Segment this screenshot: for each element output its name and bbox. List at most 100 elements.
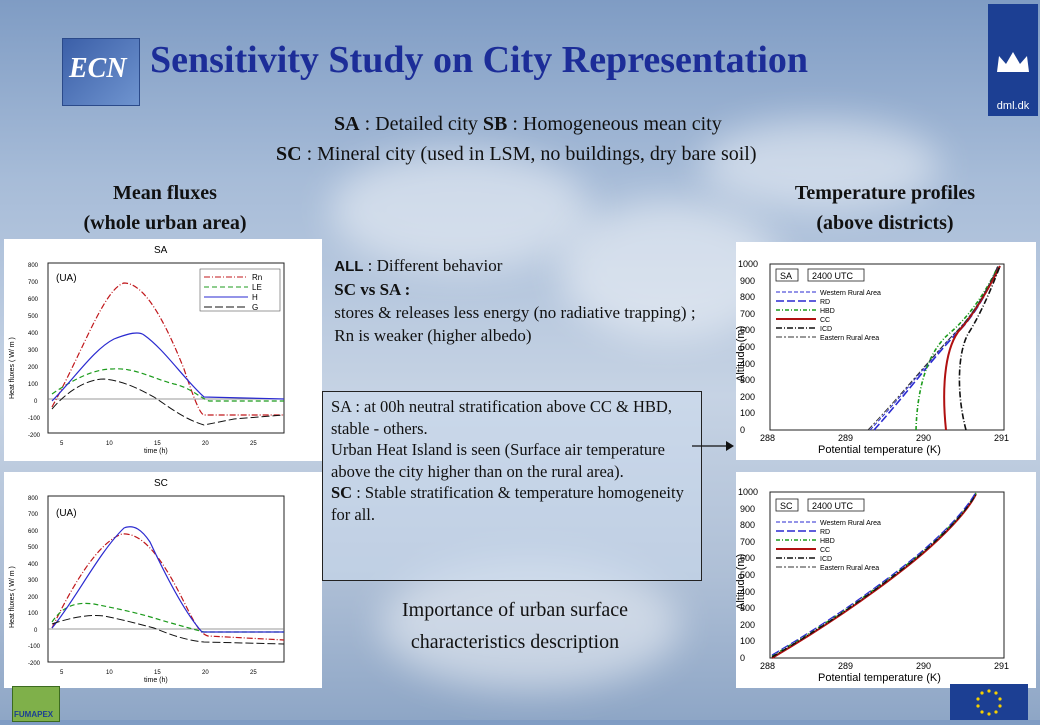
y-tick: 600 [740,325,755,335]
h-curve [51,526,284,633]
temp-chart-sa: 0 100 200 300 400 500 600 700 800 900 10… [735,242,1036,460]
x-tick: 291 [994,661,1009,671]
y-tick: 200 [28,595,39,601]
y-tick: 300 [28,348,39,354]
background-cloud [700,120,940,210]
note-all-text: : Different behavior [363,256,503,275]
y-tick: 600 [28,297,39,303]
y-tick: 300 [28,578,39,584]
x-tick: 25 [250,670,257,676]
legend-cc: CC [820,317,830,324]
legend-western-rural: Western Rural Area [820,290,881,297]
y-tick: 800 [28,263,39,269]
y-tick: 800 [740,292,755,302]
comparison-notes: ALL : Different behavior SC vs SA : stor… [330,254,700,347]
flux-chart-sc: SC (UA) 800 700 600 500 400 300 200 100 … [4,472,322,688]
fumapex-logo: FUMAPEX [12,686,60,722]
legend-western-rural: Western Rural Area [820,520,881,527]
flux-chart-region: (UA) [56,273,77,284]
eastern-rural-curve [867,265,999,431]
x-tick-labels: 5 10 15 20 25 [60,441,257,447]
y-axis-label: Heat fluxes ( W/ m ) [9,337,16,399]
note-scvsa: SC vs SA : [330,278,700,301]
legend-le: LE [252,283,262,292]
conclusion-line-2: characteristics description [410,631,620,653]
y-tick: 0 [740,425,745,435]
x-axis-label: time (h) [144,448,168,455]
sa-description: : Detailed city [359,113,483,135]
y-tick: 400 [28,331,39,337]
y-tick: 900 [740,276,755,286]
y-tick: 300 [740,603,755,613]
note-all: ALL : Different behavior [330,254,700,278]
legend-rd: RD [820,529,830,536]
flux-chart-region: (UA) [56,508,77,519]
conclusion: Importance of urban surface characterist… [330,594,700,658]
y-axis-label: Heat fluxes ( W/ m ) [9,566,16,628]
x-tick: 289 [838,661,853,671]
y-tick: 0 [740,653,745,663]
y-tick: 1000 [738,259,758,269]
note-all-key: ALL [334,258,364,275]
fumapex-logo-text: FUMAPEX [14,710,54,719]
box-text-sc: : Stable stratification & temperature ho… [331,483,684,524]
flux-chart-label: SC [154,478,168,489]
y-tick: 0 [34,628,38,634]
x-axis-label: Potential temperature (K) [818,672,941,684]
y-tick: 200 [740,620,755,630]
dmi-logo: dml.dk [988,4,1038,116]
y-tick: 1000 [738,487,758,497]
cc-curve [771,493,977,659]
x-axis-label: Potential temperature (K) [818,444,941,456]
y-tick: 300 [740,375,755,385]
note-line-4: Rn is weaker (higher albedo) [330,324,700,347]
right-heading-line-1: Temperature profiles [794,182,976,204]
y-tick: 400 [740,587,755,597]
x-tick: 5 [60,670,64,676]
crown-icon [997,52,1029,72]
cc-curve [943,265,1001,431]
x-tick: 5 [60,441,64,447]
x-axis-label: time (h) [144,677,168,684]
y-tick: -100 [28,644,41,650]
le-curve [51,368,284,402]
x-tick: 10 [106,670,113,676]
y-tick: -100 [28,416,41,422]
legend-icd: ICD [820,556,832,563]
eu-flag-logo [950,684,1028,720]
x-tick: 10 [106,441,113,447]
subtitle-line-2: SC : Mineral city (used in LSM, no build… [276,143,757,166]
rd-curve [771,491,977,656]
page-title: Sensitivity Study on City Representation [150,39,809,81]
box-key-sa: SA [331,397,352,416]
western-rural-curve [869,265,999,431]
legend-hbd: HBD [820,538,835,545]
y-tick: 100 [740,636,755,646]
right-heading: Temperature profiles (above districts) [770,178,1000,238]
key-sa: SA [334,113,360,135]
sc-description: : Mineral city (used in LSM, no building… [301,143,757,165]
ecn-logo-text: ECN [69,53,127,84]
hbd-curve [771,492,977,657]
x-tick: 289 [838,433,853,443]
legend-h: H [252,293,258,302]
flux-chart-sa: SA (UA) 800 700 600 500 400 300 200 100 … [4,239,322,461]
y-tick: 100 [28,611,39,617]
y-tick: 100 [740,408,755,418]
le-curve [51,602,284,633]
ecn-logo: ECN [62,38,140,106]
box-key-sc: SC [331,483,353,502]
y-tick: 900 [740,504,755,514]
legend-cc: CC [820,547,830,554]
temp-chart-label: SA [780,271,792,281]
x-tick-labels: 288 289 290 291 [760,661,1009,671]
y-tick: 400 [28,562,39,568]
temp-chart-label: SC [780,501,793,511]
key-sb: SB [482,113,508,135]
temp-chart-sc-svg: 0 100 200 300 400 500 600 700 800 900 10… [735,487,1009,684]
legend-rd: RD [820,299,830,306]
flux-chart-label: SA [154,245,168,256]
y-tick: 500 [28,545,39,551]
y-tick: 800 [740,520,755,530]
y-tick: 700 [28,512,39,518]
